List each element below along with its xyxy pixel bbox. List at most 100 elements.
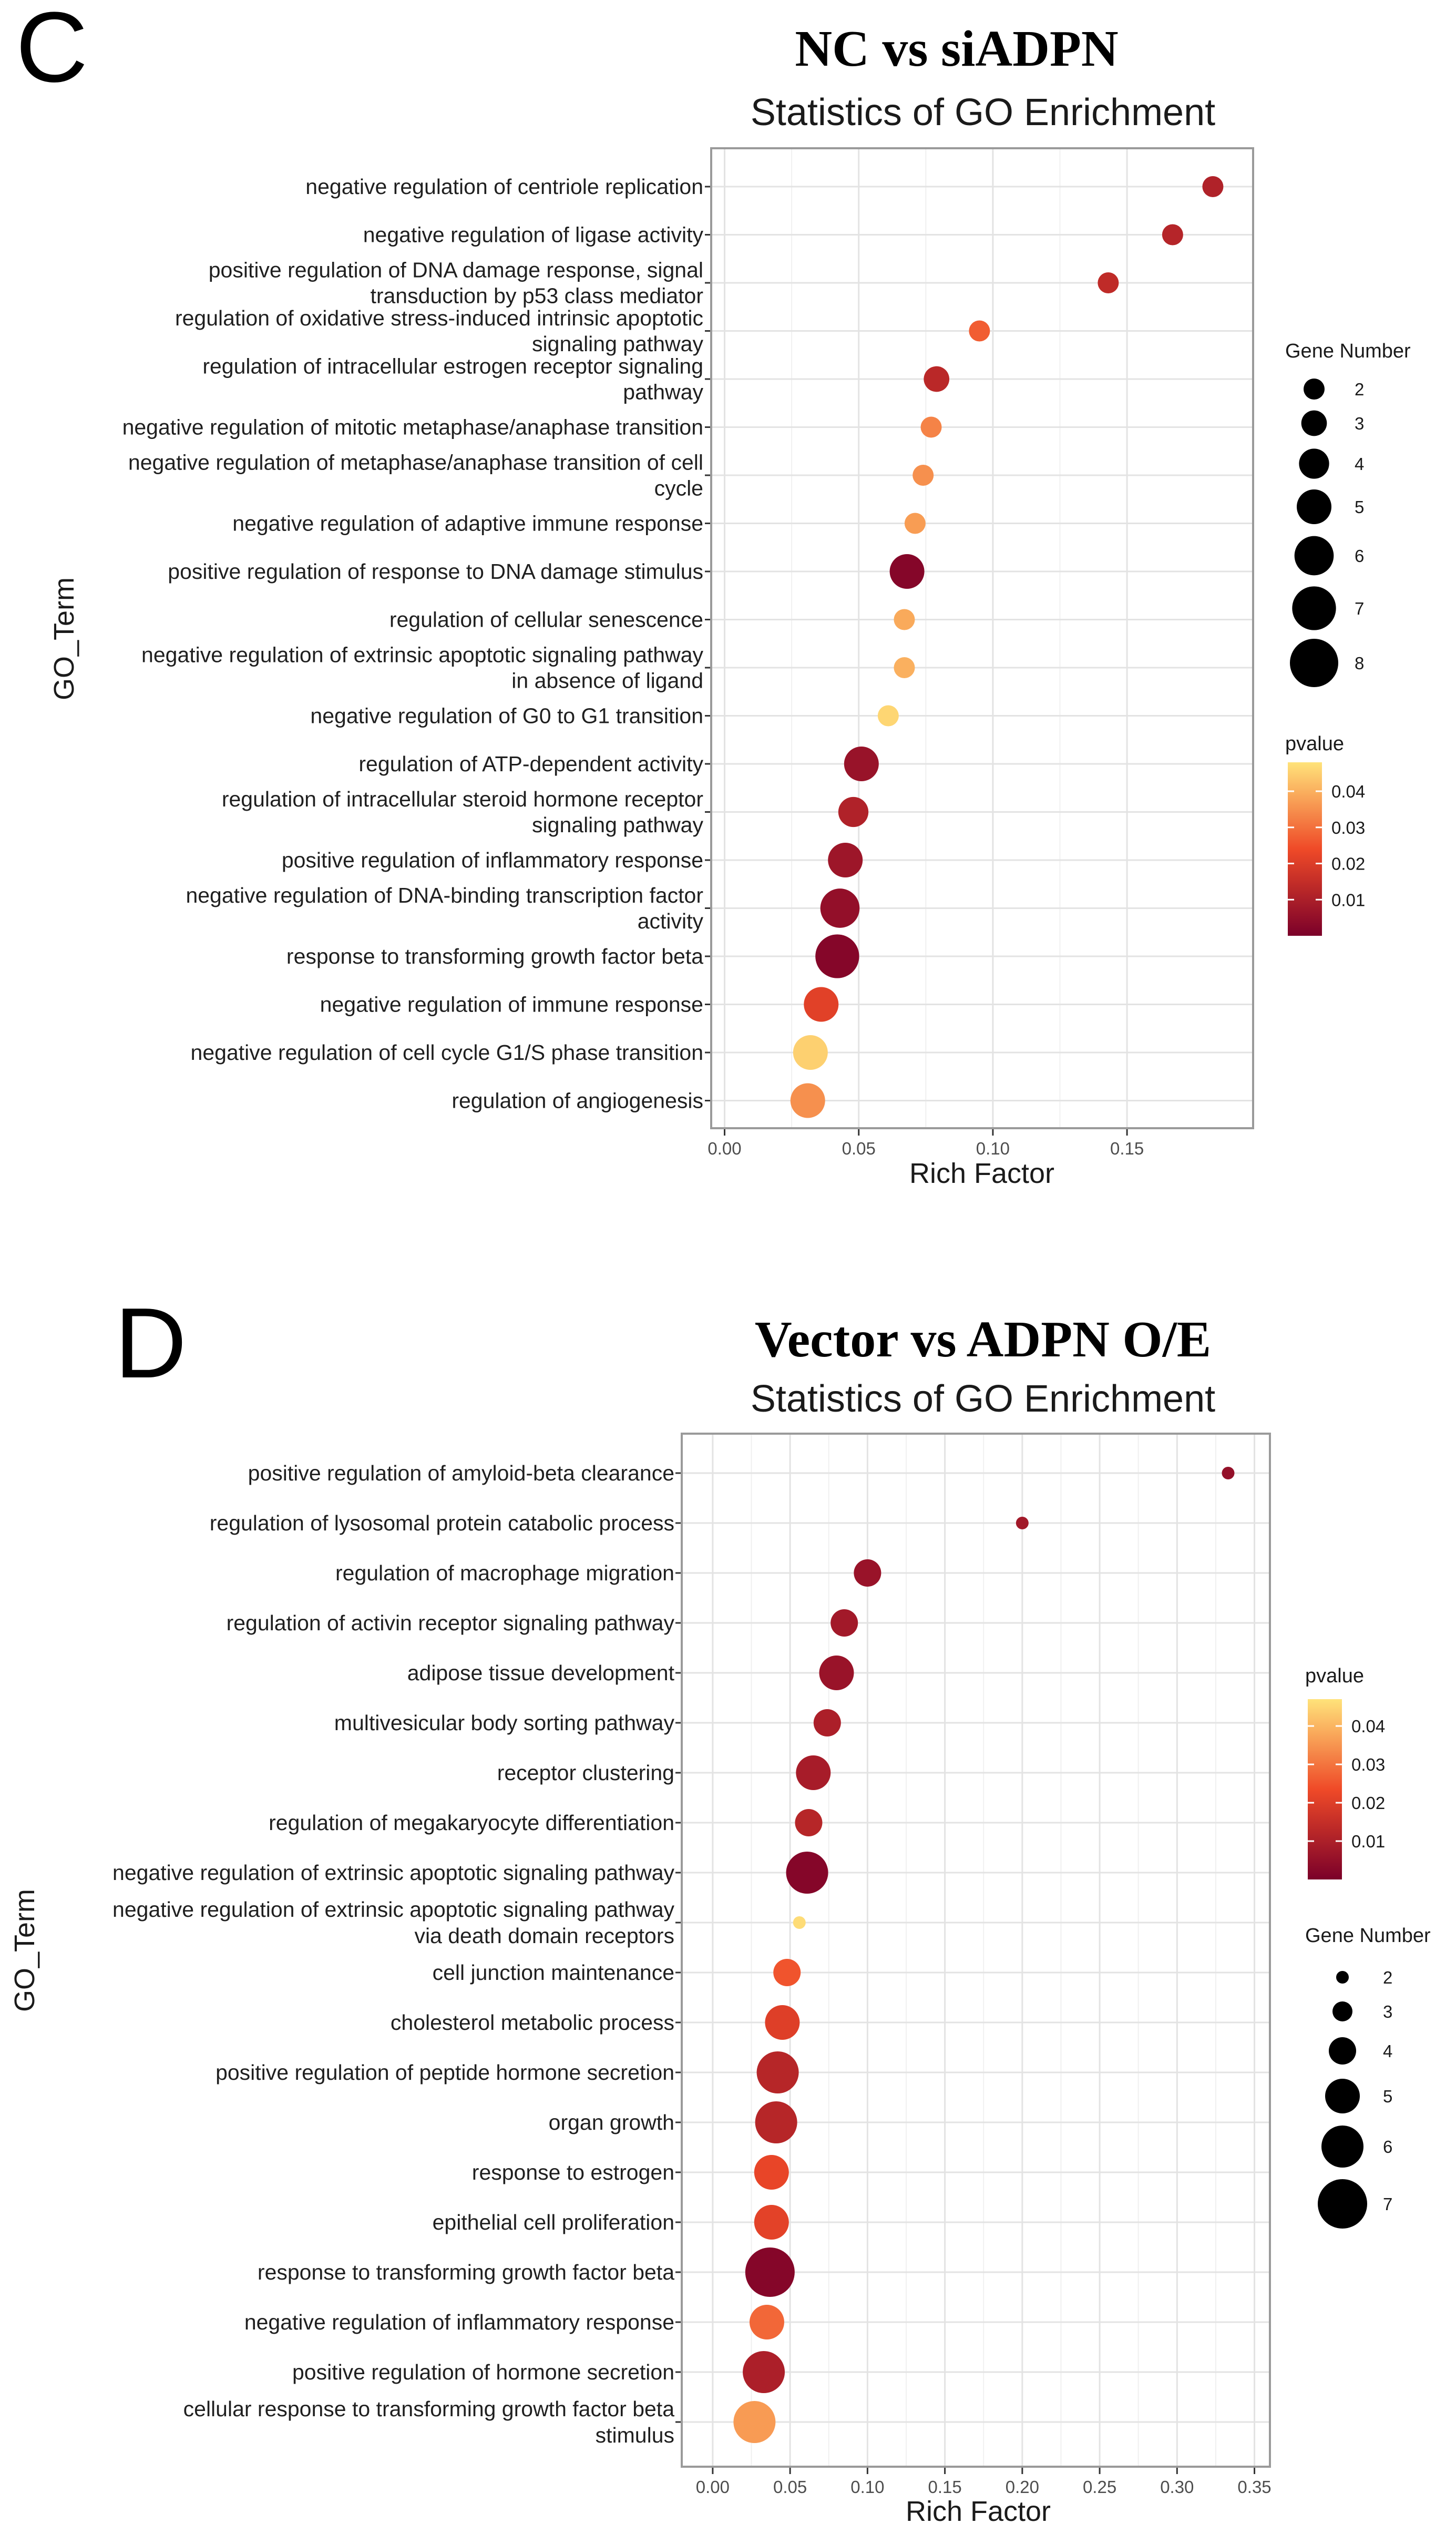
data-point xyxy=(755,2101,797,2143)
go-term-label: negative regulation of mitotic metaphase… xyxy=(122,415,703,440)
data-point xyxy=(815,934,859,978)
size-legend-label: 5 xyxy=(1355,497,1364,517)
data-point xyxy=(1016,1517,1029,1529)
data-point xyxy=(969,320,990,342)
go-term-label: in absence of ligand xyxy=(511,669,703,693)
go-term-label: signaling pathway xyxy=(532,813,703,837)
chart-c-x-axis-title: Rich Factor xyxy=(909,1158,1054,1189)
size-legend-dot xyxy=(1318,2179,1367,2229)
panel-d: D Vector vs ADPN O/E Statistics of GO En… xyxy=(9,1288,1431,2527)
data-point xyxy=(793,1035,828,1070)
go-term-label: response to estrogen xyxy=(472,2160,674,2184)
chart-c-size-legend: Gene Number 2 3 4 5 6 7 8 xyxy=(1285,340,1411,687)
data-point xyxy=(844,747,879,781)
chart-d-size-legend: Gene Number 2 3 4 5 6 7 xyxy=(1305,1925,1431,2229)
data-point xyxy=(754,2155,789,2190)
data-point xyxy=(828,843,863,877)
go-term-label: negative regulation of cell cycle G1/S p… xyxy=(191,1040,703,1065)
data-point xyxy=(894,609,915,630)
data-point xyxy=(765,2005,800,2040)
chart-c-plot-area xyxy=(710,147,1254,1129)
x-tick-label: 0.05 xyxy=(842,1139,876,1158)
chart-c-term-labels: negative regulation of centriole replica… xyxy=(122,175,710,1113)
chart-d-grid xyxy=(683,1435,1269,2466)
colorbar-label: 0.01 xyxy=(1351,1832,1385,1851)
go-term-label: response to transforming growth factor b… xyxy=(286,944,703,968)
data-point xyxy=(745,2247,795,2297)
chart-d-term-labels: positive regulation of amyloid-beta clea… xyxy=(112,1461,681,2447)
go-term-label: adipose tissue development xyxy=(407,1661,675,1685)
size-legend-dot xyxy=(1304,379,1325,400)
chart-c-colorbar xyxy=(1288,762,1322,936)
go-term-label: positive regulation of peptide hormone s… xyxy=(216,2060,674,2085)
x-tick-label: 0.20 xyxy=(1006,2477,1039,2497)
chart-d-points xyxy=(733,1467,1235,2443)
x-tick-label: 0.30 xyxy=(1160,2477,1194,2497)
colorbar-label: 0.04 xyxy=(1351,1716,1385,1736)
panel-letter-c: C xyxy=(16,0,88,103)
size-legend-label: 4 xyxy=(1355,454,1364,474)
x-tick-label: 0.15 xyxy=(1110,1139,1144,1158)
data-point xyxy=(773,1959,801,1986)
go-term-label: signaling pathway xyxy=(532,332,703,356)
panel-c: C NC vs siADPN Statistics of GO Enrichme… xyxy=(16,0,1411,1189)
data-point xyxy=(1202,176,1224,197)
go-term-label: negative regulation of G0 to G1 transiti… xyxy=(310,704,703,728)
size-legend-label: 3 xyxy=(1355,414,1364,433)
go-term-label: positive regulation of inflammatory resp… xyxy=(282,848,703,872)
chart-d-colorbar xyxy=(1308,1699,1342,1879)
go-term-label: activity xyxy=(638,909,704,933)
x-tick-label: 0.25 xyxy=(1083,2477,1116,2497)
data-point xyxy=(1162,224,1183,246)
go-term-label: regulation of intracellular estrogen rec… xyxy=(202,354,703,379)
chart-c-size-legend-title: Gene Number xyxy=(1285,340,1411,362)
go-term-label: regulation of angiogenesis xyxy=(452,1089,703,1113)
x-tick-label: 0.00 xyxy=(696,2477,730,2497)
size-legend-dot xyxy=(1325,2079,1360,2113)
chart-c-x-ticks: 0.00 0.05 0.10 0.15 xyxy=(708,1129,1144,1158)
go-term-label: via death domain receptors xyxy=(414,1924,674,1948)
go-term-label: receptor clustering xyxy=(497,1761,674,1785)
go-term-label: regulation of activin receptor signaling… xyxy=(227,1611,675,1635)
size-legend-label: 2 xyxy=(1383,1968,1392,1987)
chart-d-x-axis-title: Rich Factor xyxy=(906,2496,1051,2527)
chart-d-y-axis-title: GO_Term xyxy=(9,1889,40,2012)
go-term-label: multivesicular body sorting pathway xyxy=(334,1711,675,1735)
x-tick-label: 0.10 xyxy=(976,1139,1010,1158)
data-point xyxy=(820,888,860,928)
panel-letter-d: D xyxy=(115,1288,187,1399)
chart-c-points xyxy=(790,176,1224,1118)
data-point xyxy=(733,2401,776,2443)
x-tick-label: 0.10 xyxy=(850,2477,884,2497)
data-point xyxy=(889,554,925,589)
size-legend-dot xyxy=(1299,448,1329,479)
data-point xyxy=(790,1083,825,1118)
go-term-label: regulation of intracellular steroid horm… xyxy=(222,787,703,811)
go-term-label: response to transforming growth factor b… xyxy=(258,2260,674,2284)
go-term-label: regulation of cellular senescence xyxy=(389,608,703,632)
data-point xyxy=(813,1709,841,1736)
chart-c-color-legend: pvalue 0.01 0.02 0.03 0.04 xyxy=(1285,733,1365,936)
go-term-label: pathway xyxy=(623,380,703,404)
chart-c-title: NC vs siADPN xyxy=(795,21,1118,77)
data-point xyxy=(920,416,942,438)
data-point xyxy=(793,1916,806,1929)
chart-c-grid xyxy=(712,149,1252,1127)
go-term-label: organ growth xyxy=(549,2110,674,2134)
size-legend-label: 7 xyxy=(1355,599,1364,618)
go-term-label: stimulus xyxy=(596,2423,674,2447)
data-point xyxy=(796,1755,831,1790)
go-term-label: cellular response to transforming growth… xyxy=(183,2397,675,2421)
go-term-label: regulation of megakaryocyte differentiat… xyxy=(269,1811,674,1835)
colorbar-label: 0.02 xyxy=(1331,854,1365,874)
size-legend-dot xyxy=(1290,639,1338,687)
go-term-label: positive regulation of amyloid-beta clea… xyxy=(248,1461,674,1485)
go-term-label: negative regulation of extrinsic apoptot… xyxy=(141,643,703,667)
data-point xyxy=(1222,1467,1235,1479)
size-legend-label: 6 xyxy=(1355,546,1364,566)
go-term-label: negative regulation of adaptive immune r… xyxy=(232,512,703,536)
size-legend-label: 6 xyxy=(1383,2137,1392,2157)
chart-d-x-ticks: 0.00 0.05 0.10 0.15 0.20 0.25 0.30 0.35 xyxy=(696,2468,1272,2497)
chart-d-subtitle: Statistics of GO Enrichment xyxy=(751,1378,1215,1420)
chart-c-subtitle: Statistics of GO Enrichment xyxy=(751,91,1215,134)
